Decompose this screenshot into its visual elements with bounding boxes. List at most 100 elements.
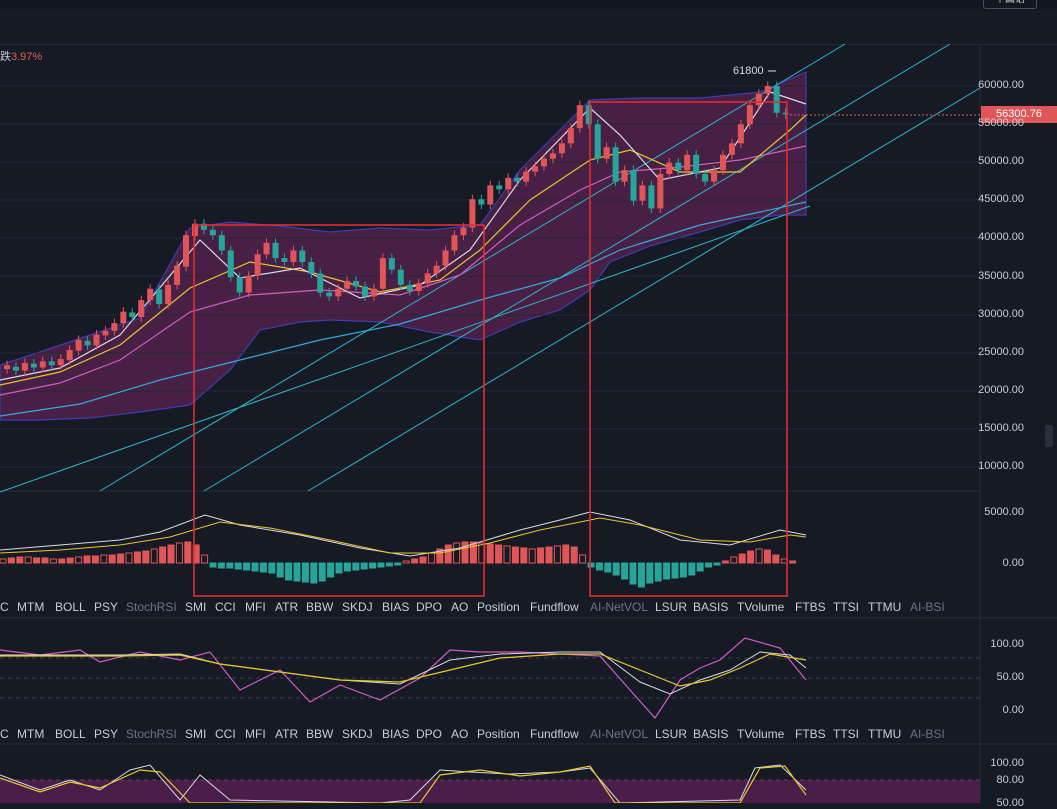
indicator-tab-stochrsi[interactable]: StochRSI <box>126 600 177 614</box>
indicator-tab-lsur[interactable]: LSUR <box>655 600 688 614</box>
macd-histogram-bar <box>747 550 755 564</box>
indicator-tab-smi[interactable]: SMI <box>185 727 207 741</box>
macd-histogram-bar <box>528 548 536 564</box>
indicator-tab-tvolume[interactable]: TVolume <box>737 727 785 741</box>
axis-label: 25000.00 <box>978 346 1024 358</box>
indicator-tab-dpo[interactable]: DPO <box>416 600 443 614</box>
indicator-tab-c[interactable]: C <box>0 727 9 741</box>
indicator-tab-ftbs[interactable]: FTBS <box>795 600 826 614</box>
highlight-box-1 <box>193 224 485 597</box>
candle-body <box>433 265 440 274</box>
macd-histogram-bar <box>243 562 251 571</box>
candle-body <box>93 334 100 346</box>
indicator-tab-basis[interactable]: BASIS <box>693 600 729 614</box>
candle-body <box>514 177 521 182</box>
ma-line-white <box>0 91 807 381</box>
indicator-tab-bias[interactable]: BIAS <box>382 727 410 741</box>
osc-line-white <box>0 651 807 695</box>
indicator-tab-atr[interactable]: ATR <box>275 600 299 614</box>
axis-label: 0.00 <box>1002 557 1024 569</box>
ma-line-yellow <box>0 114 807 386</box>
indicator-tab-boll[interactable]: BOLL <box>55 727 86 741</box>
indicator-tab-skdj[interactable]: SKDJ <box>342 727 373 741</box>
indicator-tab-bbw[interactable]: BBW <box>306 727 334 741</box>
axis-label: 100.00 <box>990 757 1024 769</box>
macd-histogram-bar <box>629 562 637 585</box>
indicator-tab-lsur[interactable]: LSUR <box>655 727 688 741</box>
indicator-tab-ttmu[interactable]: TTMU <box>868 600 902 614</box>
indicator-tab-skdj[interactable]: SKDJ <box>342 600 373 614</box>
macd-histogram-bar <box>595 562 603 571</box>
indicator-tab-smi[interactable]: SMI <box>185 600 207 614</box>
indicator-tab-stochrsi[interactable]: StochRSI <box>126 727 177 741</box>
candle-body <box>102 330 109 336</box>
candle-body <box>353 281 360 287</box>
oscillator-pane <box>0 637 980 719</box>
indicator-tab-ai-netvol[interactable]: AI-NetVOL <box>590 727 649 741</box>
indicator-tab-psy[interactable]: PSY <box>94 600 119 614</box>
indicator-tab-cci[interactable]: CCI <box>215 600 236 614</box>
indicator-tab-ttsi[interactable]: TTSI <box>833 600 859 614</box>
indicator-tab-bbw[interactable]: BBW <box>306 600 334 614</box>
language-button[interactable]: 中国语 <box>983 0 1037 9</box>
candle-body <box>666 162 673 174</box>
candle-body <box>406 284 413 292</box>
indicator-tab-mfi[interactable]: MFI <box>245 727 266 741</box>
candle-body <box>469 199 476 228</box>
indicator-tab-tvolume[interactable]: TVolume <box>737 600 785 614</box>
indicator-tab-cci[interactable]: CCI <box>215 727 236 741</box>
macd-histogram-bar <box>772 554 780 564</box>
macd-histogram-bar <box>419 556 427 564</box>
indicator-tab-boll[interactable]: BOLL <box>55 600 86 614</box>
indicator-tab-mtm[interactable]: MTM <box>17 727 45 741</box>
macd-histogram-bar <box>604 562 612 573</box>
indicator-tab-c[interactable]: C <box>0 600 9 614</box>
candle-body <box>326 292 333 297</box>
candle-body <box>4 365 10 370</box>
candle-body <box>236 277 243 293</box>
stoch-line-yellow <box>0 765 807 803</box>
indicator-tab-ao[interactable]: AO <box>451 727 469 741</box>
macd-histogram-bar <box>646 562 654 584</box>
axis-label: 45000.00 <box>978 193 1024 205</box>
axis-label: 50.00 <box>996 671 1024 683</box>
macd-histogram-bar <box>444 544 452 564</box>
indicator-tab-ftbs[interactable]: FTBS <box>795 727 826 741</box>
panel-collapse-handle[interactable] <box>1045 425 1053 447</box>
indicator-tab-position[interactable]: Position <box>477 727 520 741</box>
indicator-tab-atr[interactable]: ATR <box>275 727 299 741</box>
indicator-tab-ai-bsi[interactable]: AI-BSI <box>910 727 945 741</box>
indicator-tab-mtm[interactable]: MTM <box>17 600 45 614</box>
candle-body <box>505 177 512 190</box>
indicator-tab-position[interactable]: Position <box>477 600 520 614</box>
indicator-tab-fundflow[interactable]: Fundflow <box>530 727 579 741</box>
indicator-tab-psy[interactable]: PSY <box>94 727 119 741</box>
indicator-tab-ttsi[interactable]: TTSI <box>833 727 859 741</box>
indicator-tab-ai-bsi[interactable]: AI-BSI <box>910 600 945 614</box>
macd-histogram-bar <box>394 562 402 566</box>
macd-histogram-bar <box>360 562 368 570</box>
indicator-tab-ai-netvol[interactable]: AI-NetVOL <box>590 600 649 614</box>
indicator-tab-dpo[interactable]: DPO <box>416 727 443 741</box>
axis-label: 0.00 <box>1002 704 1024 716</box>
candle-body <box>66 349 73 360</box>
indicator-tab-ao[interactable]: AO <box>451 600 469 614</box>
indicator-tab-fundflow[interactable]: Fundflow <box>530 600 579 614</box>
macd-histogram-bar <box>335 562 343 574</box>
indicator-tab-ttmu[interactable]: TTMU <box>868 727 902 741</box>
macd-histogram-bar <box>436 548 444 564</box>
macd-signal-line <box>0 517 807 554</box>
macd-histogram-bar <box>142 550 150 564</box>
macd-histogram-bar <box>730 556 738 564</box>
indicator-tab-basis[interactable]: BASIS <box>693 727 729 741</box>
macd-histogram-bar <box>612 562 620 576</box>
change-value: 3.97% <box>11 51 43 63</box>
candle-body <box>415 283 422 292</box>
current-price-tag: 56300.76 <box>981 106 1057 123</box>
indicator-tab-bias[interactable]: BIAS <box>382 600 410 614</box>
macd-histogram-bar <box>721 560 729 564</box>
macd-pane <box>0 511 807 588</box>
macd-histogram-bar <box>159 546 167 564</box>
indicator-tab-mfi[interactable]: MFI <box>245 600 266 614</box>
